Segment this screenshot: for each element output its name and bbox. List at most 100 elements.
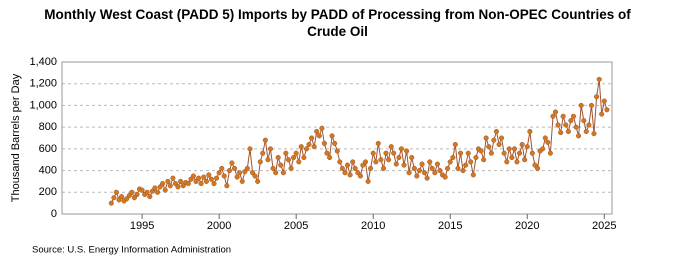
data-point bbox=[301, 154, 307, 161]
data-point bbox=[355, 170, 361, 176]
data-point bbox=[226, 168, 233, 174]
data-point bbox=[578, 102, 584, 108]
data-point bbox=[404, 148, 410, 154]
data-point bbox=[558, 130, 564, 136]
data-point bbox=[216, 170, 222, 176]
data-point bbox=[452, 141, 458, 148]
data-point bbox=[414, 173, 420, 179]
data-point bbox=[401, 162, 407, 168]
data-point bbox=[270, 165, 276, 171]
data-point bbox=[175, 184, 181, 190]
data-point bbox=[442, 174, 448, 180]
data-point bbox=[365, 178, 371, 184]
source-note: Source: U.S. Energy Information Administ… bbox=[32, 245, 231, 256]
data-point bbox=[265, 157, 271, 163]
data-point bbox=[532, 162, 538, 168]
data-point bbox=[378, 157, 384, 163]
data-point bbox=[588, 102, 595, 108]
data-point bbox=[455, 165, 461, 171]
data-point bbox=[350, 159, 356, 165]
data-point bbox=[278, 162, 284, 168]
data-point bbox=[324, 150, 330, 156]
data-point bbox=[416, 168, 422, 174]
data-point bbox=[514, 159, 520, 165]
data-point bbox=[496, 141, 502, 148]
data-point bbox=[565, 128, 571, 135]
data-point bbox=[493, 128, 500, 135]
data-point bbox=[144, 189, 150, 195]
data-point bbox=[229, 160, 235, 166]
x-tick-label: 2010 bbox=[361, 220, 385, 232]
data-point bbox=[288, 165, 294, 171]
data-point bbox=[280, 170, 286, 176]
data-point bbox=[131, 195, 137, 201]
data-point bbox=[306, 141, 312, 148]
x-tick-label: 2005 bbox=[284, 220, 308, 232]
data-point bbox=[576, 133, 582, 139]
data-point bbox=[201, 174, 207, 180]
data-point bbox=[517, 150, 523, 156]
data-point bbox=[319, 125, 325, 131]
data-point bbox=[311, 144, 317, 150]
data-point bbox=[368, 165, 374, 171]
data-point bbox=[406, 170, 412, 176]
data-point bbox=[429, 165, 435, 171]
data-point bbox=[591, 131, 597, 137]
data-point bbox=[445, 165, 451, 171]
data-point bbox=[583, 128, 589, 135]
data-point bbox=[129, 189, 135, 195]
data-point bbox=[221, 173, 227, 179]
data-point bbox=[154, 189, 161, 195]
data-point bbox=[291, 154, 297, 161]
data-point bbox=[498, 135, 505, 141]
data-point bbox=[568, 118, 574, 124]
y-tick-label: 1,000 bbox=[29, 99, 57, 111]
data-point bbox=[203, 178, 209, 184]
data-point bbox=[321, 140, 327, 146]
data-point bbox=[383, 150, 389, 156]
data-point bbox=[535, 165, 541, 171]
data-point bbox=[522, 157, 528, 163]
data-point bbox=[427, 159, 433, 165]
y-tick-label: 600 bbox=[39, 143, 57, 155]
data-point bbox=[573, 124, 579, 130]
data-point bbox=[170, 175, 176, 181]
data-point bbox=[190, 173, 196, 179]
x-tick-label: 2025 bbox=[592, 220, 616, 232]
data-point bbox=[483, 135, 489, 141]
data-point bbox=[481, 157, 487, 163]
data-point bbox=[458, 150, 464, 156]
data-point bbox=[540, 146, 546, 152]
data-point bbox=[601, 98, 607, 104]
data-point bbox=[388, 144, 394, 150]
data-point bbox=[393, 161, 399, 167]
data-point bbox=[165, 178, 171, 184]
data-point bbox=[524, 144, 530, 150]
y-tick-label: 1,400 bbox=[29, 56, 57, 68]
data-point bbox=[373, 159, 379, 165]
data-point bbox=[581, 118, 587, 124]
data-point bbox=[327, 154, 333, 161]
data-point bbox=[237, 170, 243, 176]
data-point bbox=[352, 165, 358, 171]
data-point bbox=[511, 146, 518, 152]
data-point bbox=[550, 113, 556, 119]
data-point bbox=[139, 187, 145, 193]
data-point bbox=[329, 133, 335, 139]
data-point bbox=[275, 154, 281, 161]
y-tick-label: 200 bbox=[39, 186, 57, 198]
data-point bbox=[555, 122, 561, 128]
data-point bbox=[198, 181, 204, 187]
data-point bbox=[506, 146, 512, 152]
data-point bbox=[296, 159, 302, 165]
data-point bbox=[342, 170, 348, 176]
data-point bbox=[375, 140, 381, 146]
data-point bbox=[309, 135, 315, 141]
data-point bbox=[244, 165, 250, 171]
data-point bbox=[108, 200, 114, 206]
data-point bbox=[252, 173, 258, 179]
data-point bbox=[398, 146, 404, 152]
data-point bbox=[255, 178, 261, 184]
data-point bbox=[334, 148, 340, 154]
